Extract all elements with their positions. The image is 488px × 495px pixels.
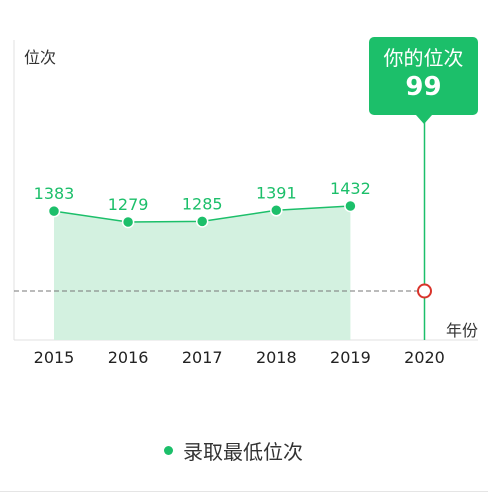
- tooltip-value: 99: [405, 72, 442, 102]
- y-axis-label: 位次: [24, 48, 57, 67]
- data-point-2015: [47, 204, 61, 218]
- data-label-2015: 1383: [34, 184, 75, 203]
- legend-marker: [164, 446, 173, 455]
- x-tick-label-2017: 2017: [182, 348, 223, 367]
- legend[interactable]: 录取最低位次: [164, 436, 303, 465]
- x-tick-label-2015: 2015: [34, 348, 75, 367]
- x-tick-label-2020: 2020: [404, 348, 445, 367]
- data-label-2017: 1285: [182, 194, 223, 213]
- series-area: [54, 206, 351, 340]
- your-rank-tooltip: 你的位次 99: [369, 37, 478, 115]
- x-tick-label-2018: 2018: [256, 348, 297, 367]
- data-point-2018: [270, 204, 283, 217]
- data-label-2019: 1432: [330, 179, 371, 198]
- x-tick-label-2019: 2019: [330, 348, 371, 367]
- x-axis-label: 年份: [446, 321, 479, 340]
- legend-label: 录取最低位次: [183, 440, 303, 464]
- tooltip-title: 你的位次: [383, 46, 464, 70]
- data-point-2016: [121, 215, 135, 229]
- data-label-2018: 1391: [256, 183, 297, 202]
- x-tick-label-2016: 2016: [108, 348, 149, 367]
- data-point-2019: [344, 199, 357, 213]
- divider: [0, 491, 488, 492]
- data-point-2017: [195, 215, 209, 228]
- data-label-2016: 1279: [108, 195, 149, 214]
- tooltip-pointer: [416, 115, 432, 124]
- your-rank-marker: [417, 283, 432, 299]
